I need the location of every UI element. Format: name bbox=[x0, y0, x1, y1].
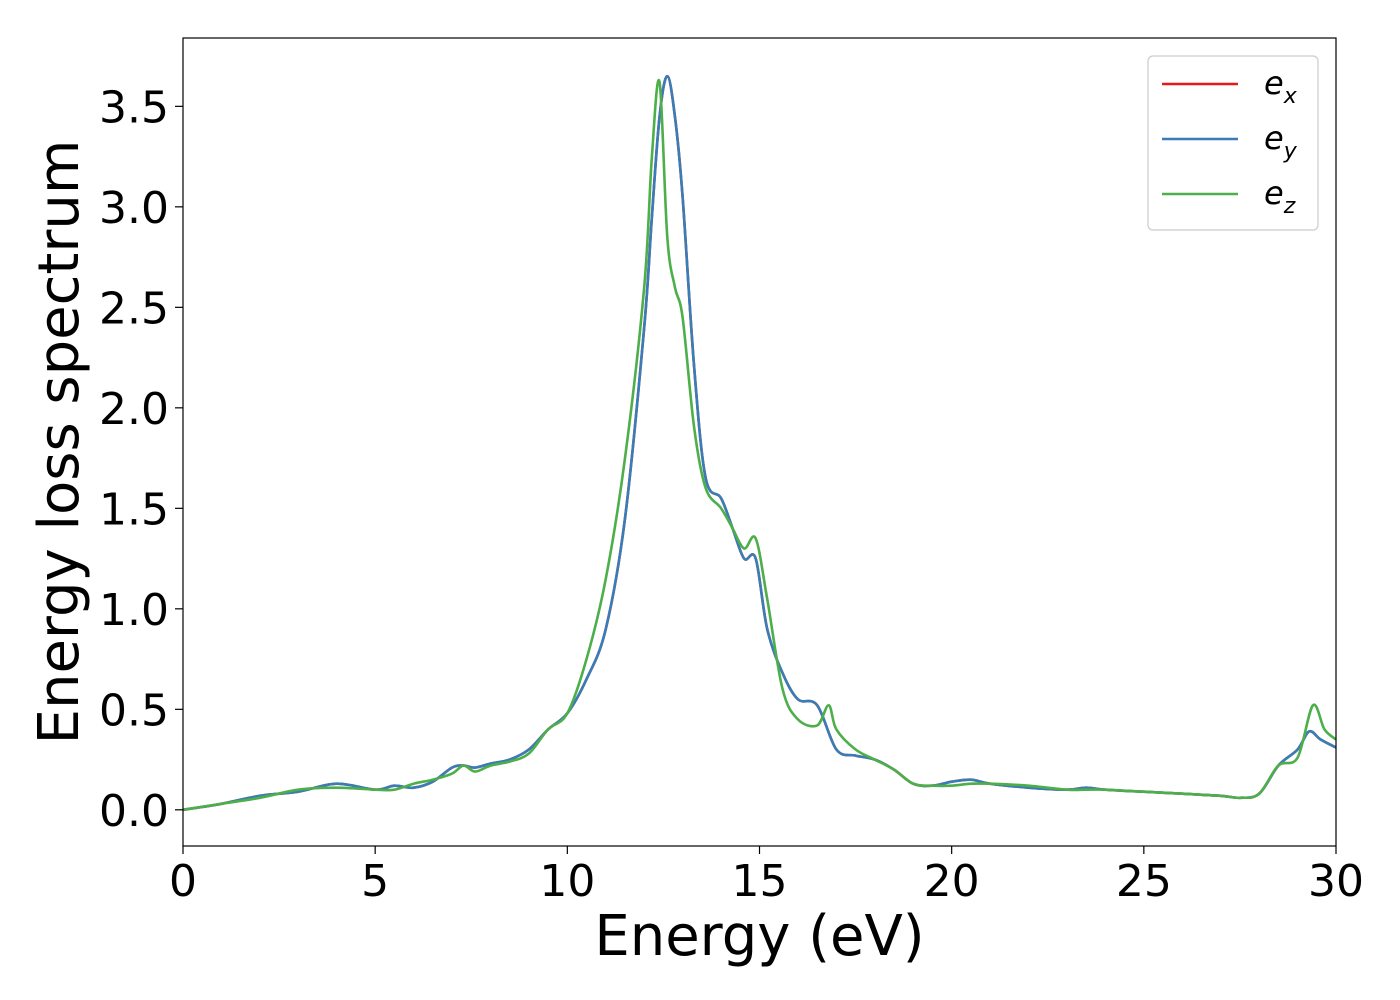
x-tick-label: 30 bbox=[1308, 856, 1364, 907]
x-tick-label: 20 bbox=[924, 856, 980, 907]
series-line-e-z bbox=[183, 78, 1336, 812]
y-tick-label: 2.5 bbox=[99, 283, 169, 334]
x-tick-label: 0 bbox=[169, 856, 197, 907]
x-axis-label: Energy (eV) bbox=[594, 904, 924, 969]
y-axis-ticks: 0.0 0.5 1.0 1.5 2.0 2.5 3.0 3.5 bbox=[99, 82, 183, 837]
y-tick-label: 1.0 bbox=[99, 585, 169, 636]
series-layer bbox=[183, 74, 1336, 812]
legend-box bbox=[1147, 55, 1319, 231]
y-tick-label: 1.5 bbox=[99, 484, 169, 535]
y-tick-label: 3.5 bbox=[99, 82, 169, 133]
x-tick-label: 5 bbox=[361, 856, 389, 907]
y-tick-label: 0.5 bbox=[99, 685, 169, 736]
y-tick-label: 2.0 bbox=[99, 384, 169, 435]
y-tick-label: 3.0 bbox=[99, 183, 169, 234]
x-tick-label: 15 bbox=[732, 856, 788, 907]
x-axis-ticks: 0 5 10 15 20 25 30 bbox=[169, 846, 1364, 907]
y-axis-label: Energy loss spectrum bbox=[27, 140, 92, 745]
x-tick-label: 10 bbox=[539, 856, 595, 907]
y-tick-label: 0.0 bbox=[99, 786, 169, 837]
x-tick-label: 25 bbox=[1116, 856, 1172, 907]
